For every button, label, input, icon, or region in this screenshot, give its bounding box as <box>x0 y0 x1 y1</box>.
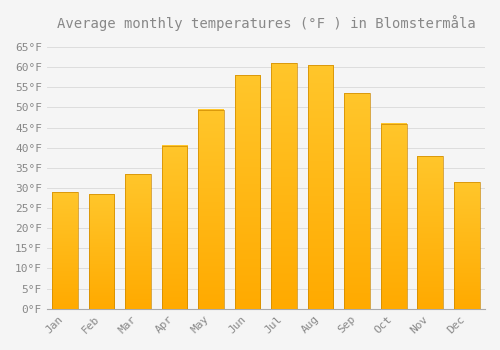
Bar <box>89 194 114 309</box>
Bar <box>272 63 297 309</box>
Bar <box>198 110 224 309</box>
Bar <box>162 146 188 309</box>
Bar <box>198 110 224 309</box>
Bar <box>454 182 479 309</box>
Bar <box>52 192 78 309</box>
Bar <box>272 63 297 309</box>
Bar <box>344 93 370 309</box>
Bar <box>308 65 334 309</box>
Bar <box>454 182 479 309</box>
Bar <box>162 146 188 309</box>
Bar <box>418 156 443 309</box>
Bar <box>235 75 260 309</box>
Bar <box>235 75 260 309</box>
Bar <box>52 192 78 309</box>
Bar <box>89 194 114 309</box>
Bar <box>418 156 443 309</box>
Title: Average monthly temperatures (°F ) in Blomstermåla: Average monthly temperatures (°F ) in Bl… <box>56 15 476 31</box>
Bar <box>126 174 151 309</box>
Bar <box>308 65 334 309</box>
Bar <box>381 124 406 309</box>
Bar <box>381 124 406 309</box>
Bar <box>344 93 370 309</box>
Bar <box>126 174 151 309</box>
